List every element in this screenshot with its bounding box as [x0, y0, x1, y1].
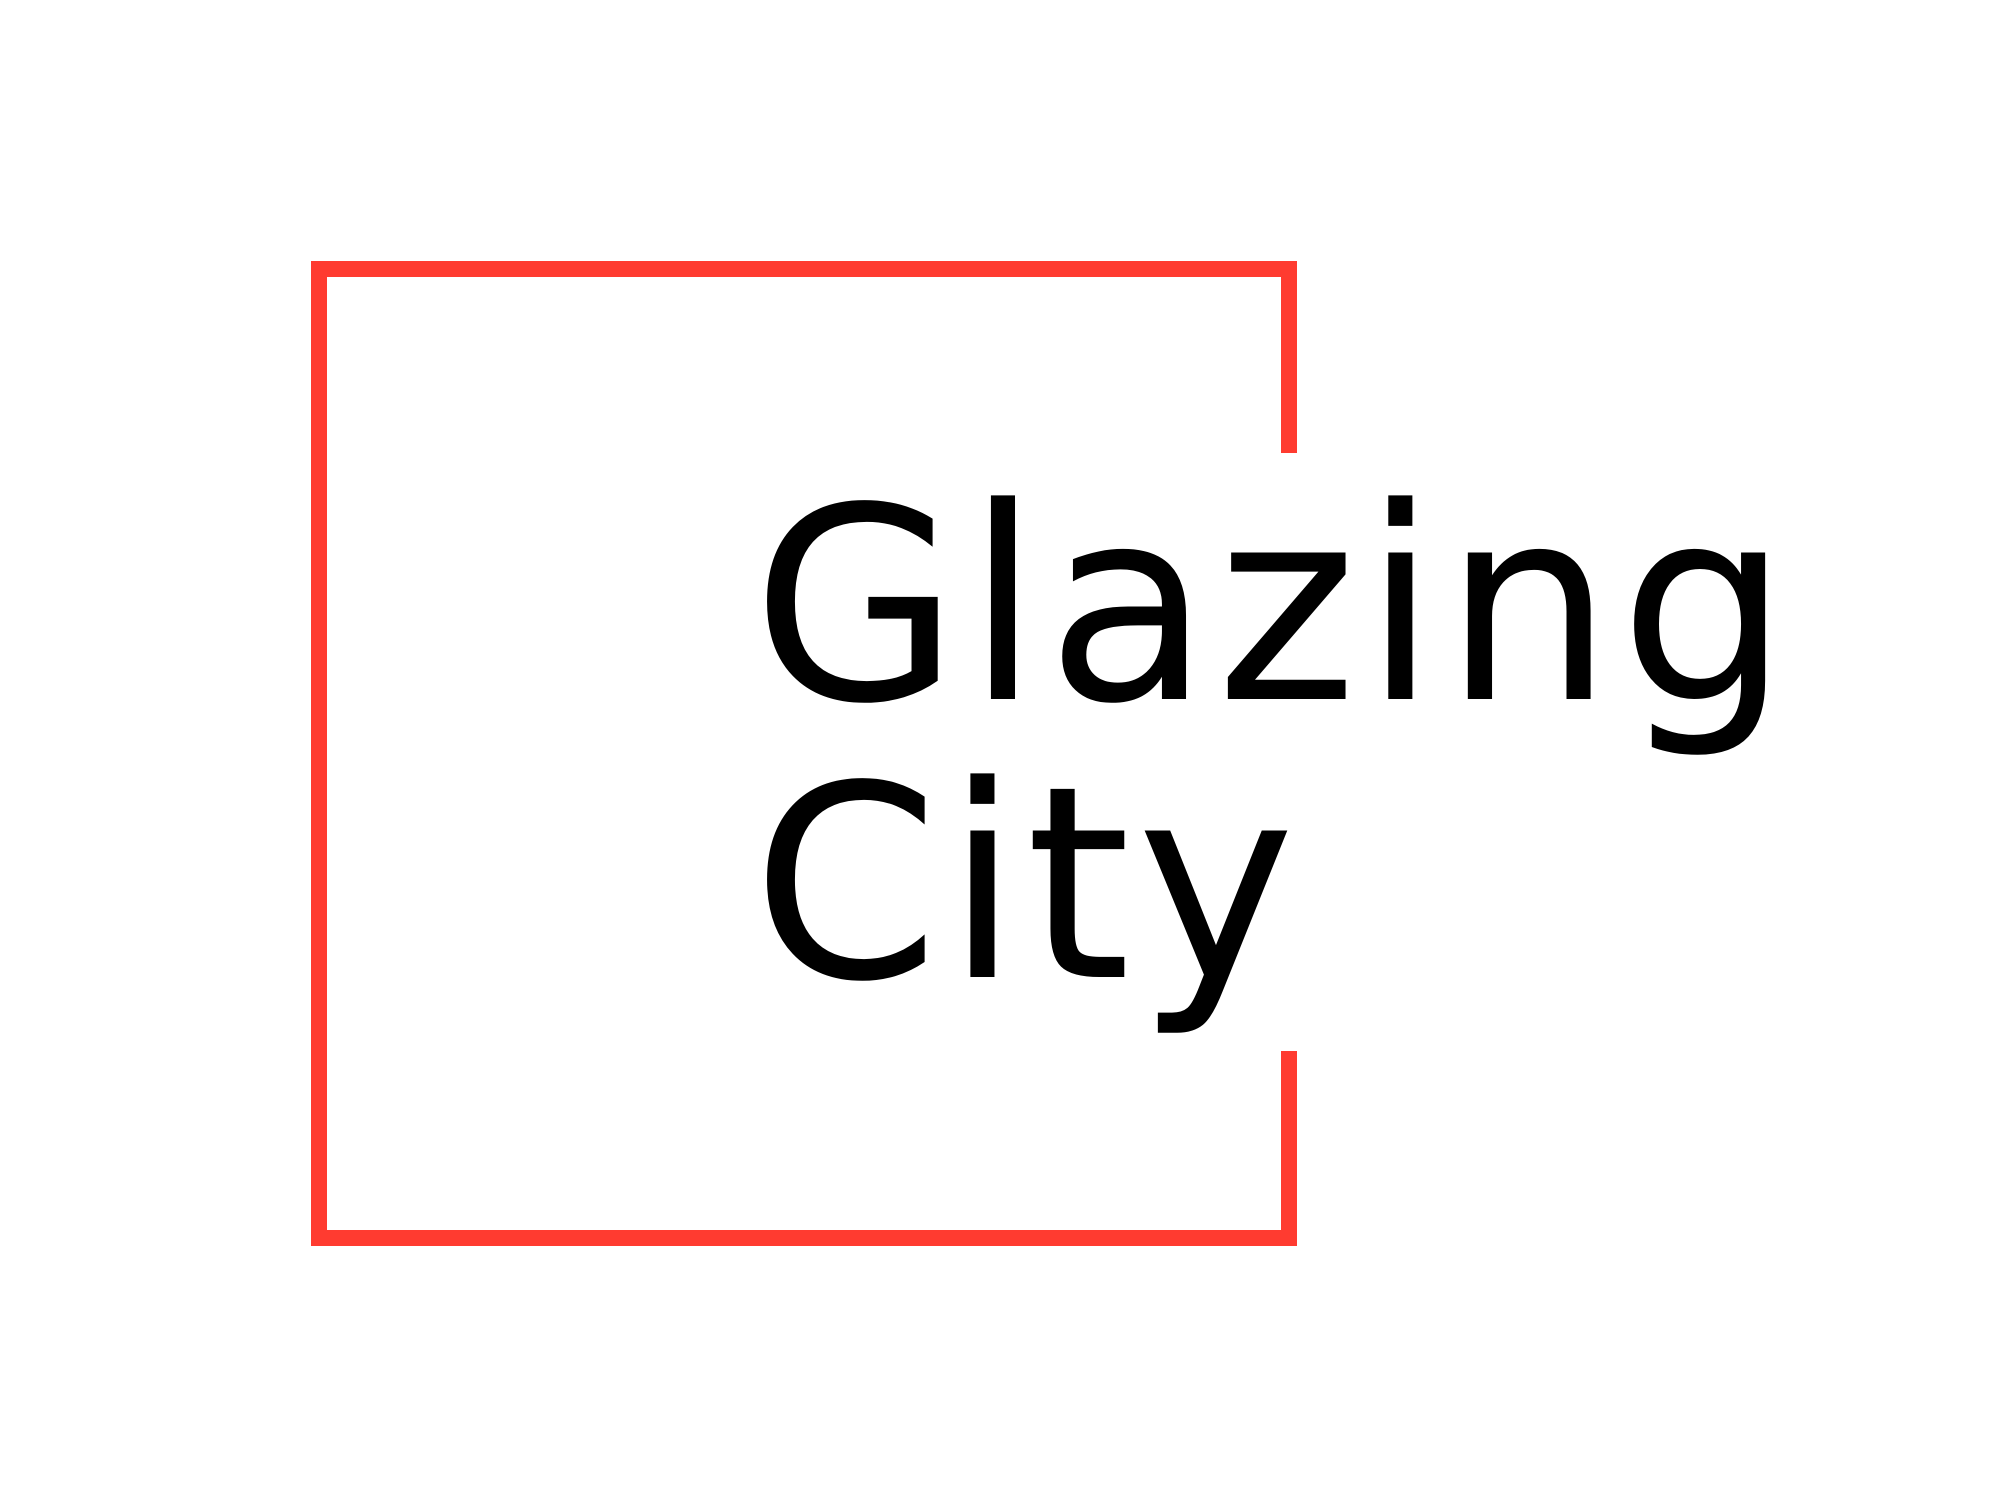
- logo-word-city: City: [752, 729, 1302, 1041]
- logo-word-glazing: Glazing: [752, 451, 1796, 763]
- logo-wordmark: Glazing City: [752, 468, 1795, 1024]
- frame-bracket: [311, 261, 1297, 1246]
